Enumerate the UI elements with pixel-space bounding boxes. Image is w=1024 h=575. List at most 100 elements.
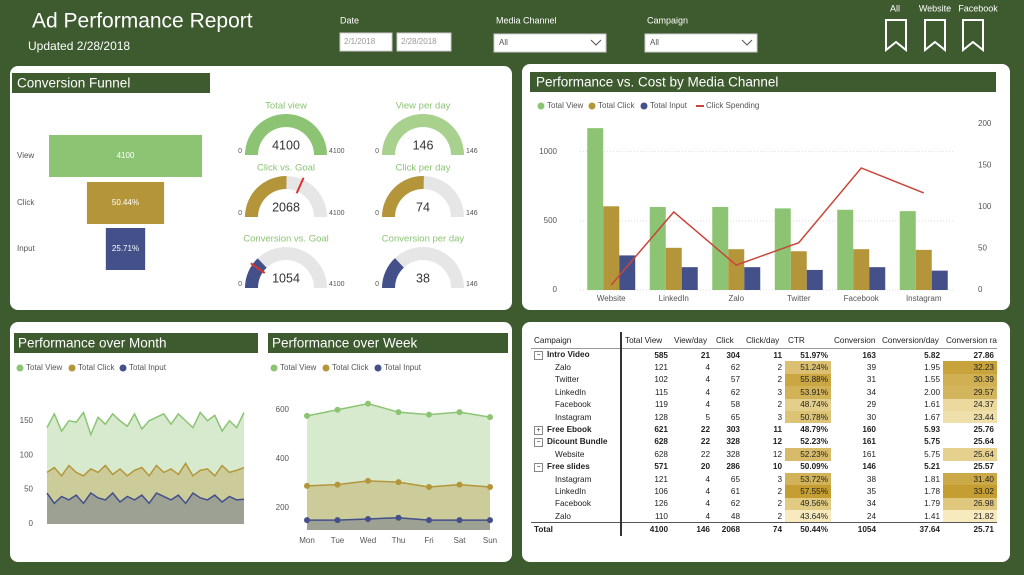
date-box[interactable] <box>339 32 393 52</box>
bar <box>649 207 666 290</box>
cell: 51.97% <box>800 350 828 360</box>
legend-label: Click Spending <box>706 101 759 110</box>
dropdown[interactable] <box>493 33 607 53</box>
goal-marker <box>250 262 266 274</box>
cell: 5.75 <box>924 437 940 447</box>
cell: 51.24% <box>785 361 831 374</box>
cell: Facebook <box>531 497 622 511</box>
cell: 1.41 <box>924 511 940 521</box>
area-fill <box>47 493 244 524</box>
marker <box>426 411 432 418</box>
legend-label: Total Click <box>332 363 369 372</box>
marker <box>456 481 463 488</box>
cell: 22 <box>700 425 710 435</box>
cell: 4 <box>705 486 710 496</box>
category-label: View <box>17 151 34 160</box>
cell: 4 <box>705 375 710 385</box>
legend-marker <box>588 102 596 110</box>
cell-text: Free slides <box>547 461 590 471</box>
cell: 146 <box>862 462 876 472</box>
cell: 304 <box>726 350 740 360</box>
gauge-min: 0 <box>375 281 379 288</box>
cell: 30.39 <box>943 373 997 387</box>
cell: 55.88% <box>785 373 831 387</box>
bookmark-label: All <box>890 3 900 13</box>
group-row: − Free slides 571 20 286 10 50.09% 146 5.21 25.57 <box>531 460 997 473</box>
gauge-value <box>245 258 267 288</box>
panel <box>10 322 512 562</box>
dropdown[interactable] <box>644 33 758 53</box>
cell: 11 <box>773 425 782 435</box>
gauge-value <box>382 114 464 155</box>
bookmark-label: Website <box>919 3 951 13</box>
date-to: 2/28/2018 <box>401 37 437 46</box>
cell-text: Zalo <box>555 363 571 373</box>
y-tick-label: 150 <box>20 416 34 425</box>
column-header: CTR <box>785 332 831 349</box>
category-label: Click <box>17 198 35 207</box>
bookmark-icon[interactable] <box>962 19 984 53</box>
cell: LinkedIn <box>531 485 622 498</box>
cell: 27.86 <box>973 350 995 360</box>
gauge-max: 146 <box>466 210 478 217</box>
cell: − Intro Video <box>531 348 622 362</box>
gauge-title: Click per day <box>396 163 451 174</box>
cell: 26.98 <box>943 497 997 511</box>
cell: 1.55 <box>924 375 940 385</box>
marker <box>487 484 493 491</box>
marker <box>456 409 463 416</box>
title-bar <box>14 333 258 353</box>
bar <box>712 207 729 290</box>
cell-text: LinkedIn <box>555 486 586 496</box>
marker <box>304 517 310 524</box>
cell: 34 <box>866 499 876 509</box>
panel <box>522 322 1010 562</box>
cell: Zalo <box>531 361 622 374</box>
y2-tick-label: 50 <box>978 244 987 253</box>
marker <box>334 517 341 524</box>
bookmark-icon[interactable] <box>885 19 907 53</box>
gauge-value <box>245 114 327 155</box>
cell: 23.44 <box>943 410 997 424</box>
cell: 2 <box>777 511 782 521</box>
marker <box>487 414 493 421</box>
expand-toggle[interactable]: − <box>534 462 543 472</box>
legend-marker <box>322 364 330 372</box>
legend-marker <box>119 364 127 372</box>
cell: 12 <box>772 449 782 459</box>
cell: 22 <box>700 449 710 459</box>
row: Website 628 22 328 12 52.23% 161 5.75 25.64 <box>531 448 997 461</box>
column-header: Conversion/day <box>879 332 943 349</box>
cell: 25.71 <box>943 522 997 536</box>
gauge-track <box>245 247 327 288</box>
cell: 585 <box>654 350 668 360</box>
bar <box>853 249 870 290</box>
marker <box>456 517 463 524</box>
bar <box>665 247 682 290</box>
cell: 33.02 <box>943 485 997 498</box>
marker <box>365 477 371 484</box>
x-tick-label: LinkedIn <box>659 294 689 303</box>
bookmark-icon[interactable] <box>924 19 946 53</box>
cell: 38 <box>866 474 876 484</box>
cell: 30 <box>866 412 876 422</box>
row: Instagram 128 5 65 3 50.78% 30 1.67 23.44 <box>531 410 997 424</box>
date-box[interactable] <box>396 32 452 52</box>
dropdown-value: All <box>650 38 659 47</box>
cell: 25.57 <box>973 462 995 472</box>
x-tick-label: Fri <box>424 536 434 545</box>
cell: 57 <box>730 375 740 385</box>
cell: Zalo <box>531 510 622 523</box>
y-tick-label: 500 <box>544 216 558 225</box>
bookmark-label: Facebook <box>958 3 998 13</box>
legend-marker <box>68 364 76 372</box>
legend-label: Total View <box>26 363 63 372</box>
expand-toggle[interactable]: − <box>534 351 543 361</box>
cell: 2 <box>777 486 782 496</box>
cell: 115 <box>654 387 668 397</box>
cell-text: LinkedIn <box>555 387 586 397</box>
expand-toggle[interactable]: − <box>534 437 543 447</box>
expand-toggle[interactable]: + <box>534 425 543 435</box>
cell: 65 <box>730 474 740 484</box>
line <box>610 167 925 286</box>
